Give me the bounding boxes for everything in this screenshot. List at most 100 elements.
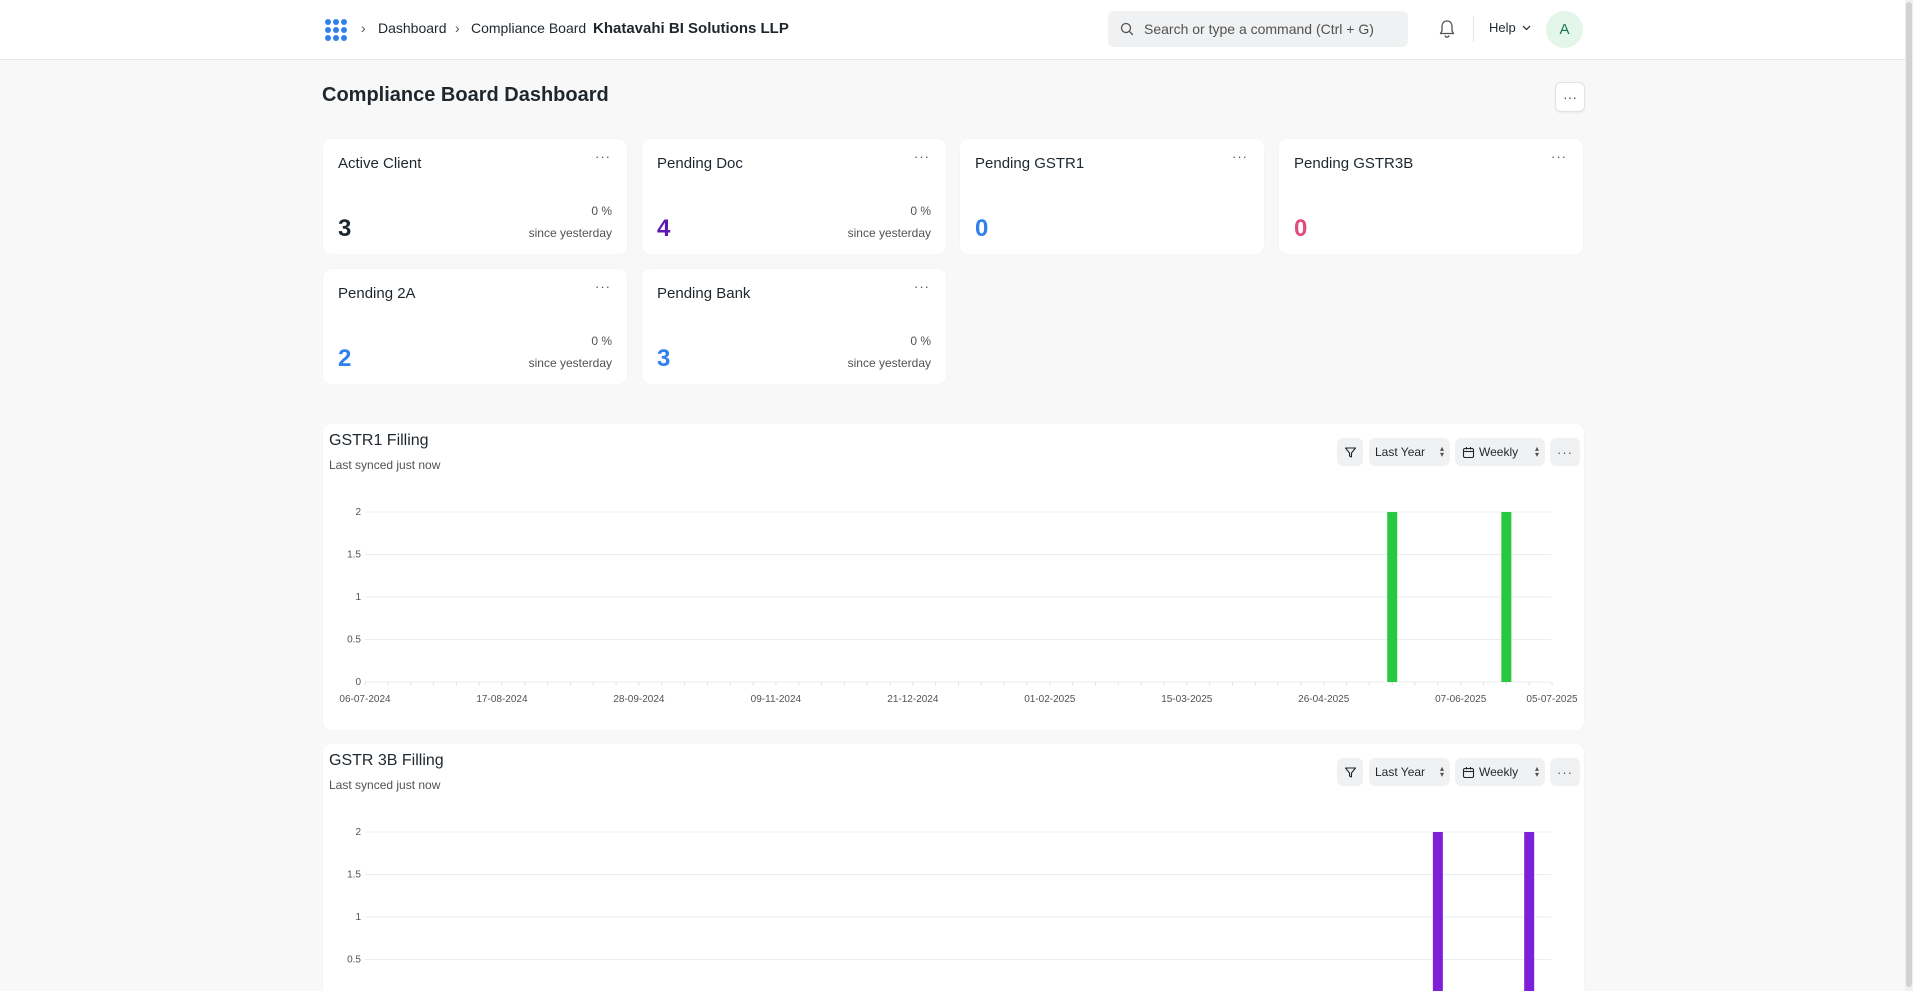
x-tick-label: 17-08-2024: [476, 694, 528, 705]
x-tick-label: 07-06-2025: [1435, 694, 1487, 705]
calendar-icon: [1462, 766, 1475, 778]
interval-select[interactable]: Weekly ▴ ▾: [1455, 438, 1545, 466]
y-tick-label: 0.5: [347, 635, 361, 646]
sort-icon: ▴ ▾: [1534, 444, 1539, 459]
y-tick-label: 1: [355, 592, 361, 603]
y-tick-label: 0.5: [347, 955, 361, 966]
time-range-label: Last Year: [1375, 445, 1426, 459]
card-title: Pending 2A: [338, 285, 416, 302]
avatar[interactable]: A: [1546, 11, 1583, 48]
y-tick-label: 0: [355, 677, 361, 688]
divider: [1473, 16, 1474, 42]
card-value: 2: [338, 345, 352, 372]
interval-label: Weekly: [1479, 445, 1519, 459]
x-tick-label: 26-04-2025: [1298, 694, 1350, 705]
breadcrumb-compliance-board[interactable]: Compliance Board: [471, 20, 587, 36]
card-since: since yesterday: [847, 356, 931, 370]
card-menu-icon[interactable]: ···: [1232, 149, 1248, 164]
card-pending-2a[interactable]: Pending 2A ··· 2 0 % since yesterday: [323, 269, 627, 384]
chart-card-gstr1: GSTR1 Filling Last synced just now Last …: [323, 424, 1584, 730]
bar: [1387, 512, 1398, 682]
card-title: Pending Doc: [657, 155, 743, 172]
breadcrumb-current[interactable]: Khatavahi BI Solutions LLP: [593, 20, 789, 37]
card-value: 0: [975, 215, 989, 242]
card-value: 3: [338, 215, 352, 242]
card-menu-icon[interactable]: ···: [914, 279, 930, 294]
chevron-right-icon: ›: [455, 20, 460, 36]
filter-button[interactable]: [1337, 438, 1363, 466]
y-tick-label: 1.5: [347, 870, 361, 881]
y-tick-label: 2: [355, 507, 361, 518]
y-tick-label: 2: [355, 827, 361, 838]
card-title: Pending Bank: [657, 285, 751, 302]
bell-icon[interactable]: [1438, 19, 1456, 39]
x-tick-label: 28-09-2024: [613, 694, 665, 705]
gstr3b-bar-chart: 0.5 1 1.5 2: [347, 827, 1551, 991]
x-tick-label: 01-02-2025: [1024, 694, 1076, 705]
card-value: 0: [1294, 215, 1308, 242]
filter-icon: [1344, 446, 1356, 458]
chevron-down-icon: [1522, 25, 1531, 30]
chart-subtitle: Last synced just now: [329, 778, 441, 792]
x-tick-label: 06-07-2024: [339, 694, 391, 705]
navbar: › Dashboard › Compliance Board Khatavahi…: [0, 0, 1913, 60]
interval-label: Weekly: [1479, 765, 1519, 779]
help-dropdown[interactable]: Help: [1489, 20, 1531, 35]
card-percent: 0 %: [591, 204, 612, 218]
sort-icon: ▴ ▾: [1439, 764, 1444, 779]
filter-button[interactable]: [1337, 758, 1363, 786]
card-active-client[interactable]: Active Client ··· 3 0 % since yesterday: [323, 139, 627, 254]
x-tick-label: 21-12-2024: [887, 694, 939, 705]
scrollbar-thumb[interactable]: [1906, 2, 1912, 987]
search-bar[interactable]: [1108, 11, 1408, 47]
page-title: Compliance Board Dashboard: [322, 84, 609, 106]
chevron-right-icon: ›: [361, 20, 366, 36]
card-percent: 0 %: [591, 334, 612, 348]
chart-card-gstr3b: GSTR 3B Filling Last synced just now Las…: [323, 744, 1584, 991]
card-pending-gstr3b[interactable]: Pending GSTR3B ··· 0: [1279, 139, 1583, 254]
card-pending-gstr1[interactable]: Pending GSTR1 ··· 0: [960, 139, 1264, 254]
bar: [1432, 832, 1443, 991]
chart-title: GSTR1 Filling: [329, 432, 429, 449]
card-percent: 0 %: [910, 204, 931, 218]
chart-subtitle: Last synced just now: [329, 458, 441, 472]
gstr1-bar-chart: 0 0.5 1 1.5 2 06-07-2024 17-08-2024 28-09-2024 0…: [339, 507, 1578, 705]
time-range-select[interactable]: Last Year ▴ ▾: [1369, 758, 1450, 786]
y-tick-label: 1: [355, 912, 361, 923]
card-since: since yesterday: [528, 226, 612, 240]
breadcrumb-dashboard[interactable]: Dashboard: [378, 20, 447, 36]
filter-icon: [1344, 766, 1356, 778]
card-title: Active Client: [338, 155, 422, 172]
chart-title: GSTR 3B Filling: [329, 752, 444, 769]
card-menu-icon[interactable]: ···: [595, 279, 611, 294]
card-title: Pending GSTR1: [975, 155, 1085, 172]
x-tick-label: 15-03-2025: [1161, 694, 1213, 705]
chart-menu-button[interactable]: ···: [1550, 438, 1580, 466]
card-menu-icon[interactable]: ···: [1551, 149, 1567, 164]
time-range-select[interactable]: Last Year ▴ ▾: [1369, 438, 1450, 466]
interval-select[interactable]: Weekly ▴ ▾: [1455, 758, 1545, 786]
card-since: since yesterday: [528, 356, 612, 370]
y-tick-label: 1.5: [347, 550, 361, 561]
card-percent: 0 %: [910, 334, 931, 348]
x-tick-label: 05-07-2025: [1526, 694, 1578, 705]
page-menu-button[interactable]: ···: [1555, 82, 1585, 112]
calendar-icon: [1462, 446, 1475, 458]
card-pending-doc[interactable]: Pending Doc ··· 4 0 % since yesterday: [642, 139, 946, 254]
card-value: 3: [657, 345, 671, 372]
search-input[interactable]: [1144, 21, 1384, 37]
help-label: Help: [1489, 20, 1516, 35]
app-logo-icon[interactable]: [325, 19, 347, 41]
card-title: Pending GSTR3B: [1294, 155, 1414, 172]
card-menu-icon[interactable]: ···: [914, 149, 930, 164]
sort-icon: ▴ ▾: [1439, 444, 1444, 459]
bar: [1524, 832, 1535, 991]
bar: [1501, 512, 1512, 682]
x-tick-label: 09-11-2024: [751, 694, 802, 705]
card-value: 4: [657, 215, 671, 242]
card-pending-bank[interactable]: Pending Bank ··· 3 0 % since yesterday: [642, 269, 946, 384]
sort-icon: ▴ ▾: [1534, 764, 1539, 779]
card-menu-icon[interactable]: ···: [595, 149, 611, 164]
time-range-label: Last Year: [1375, 765, 1426, 779]
chart-menu-button[interactable]: ···: [1550, 758, 1580, 786]
